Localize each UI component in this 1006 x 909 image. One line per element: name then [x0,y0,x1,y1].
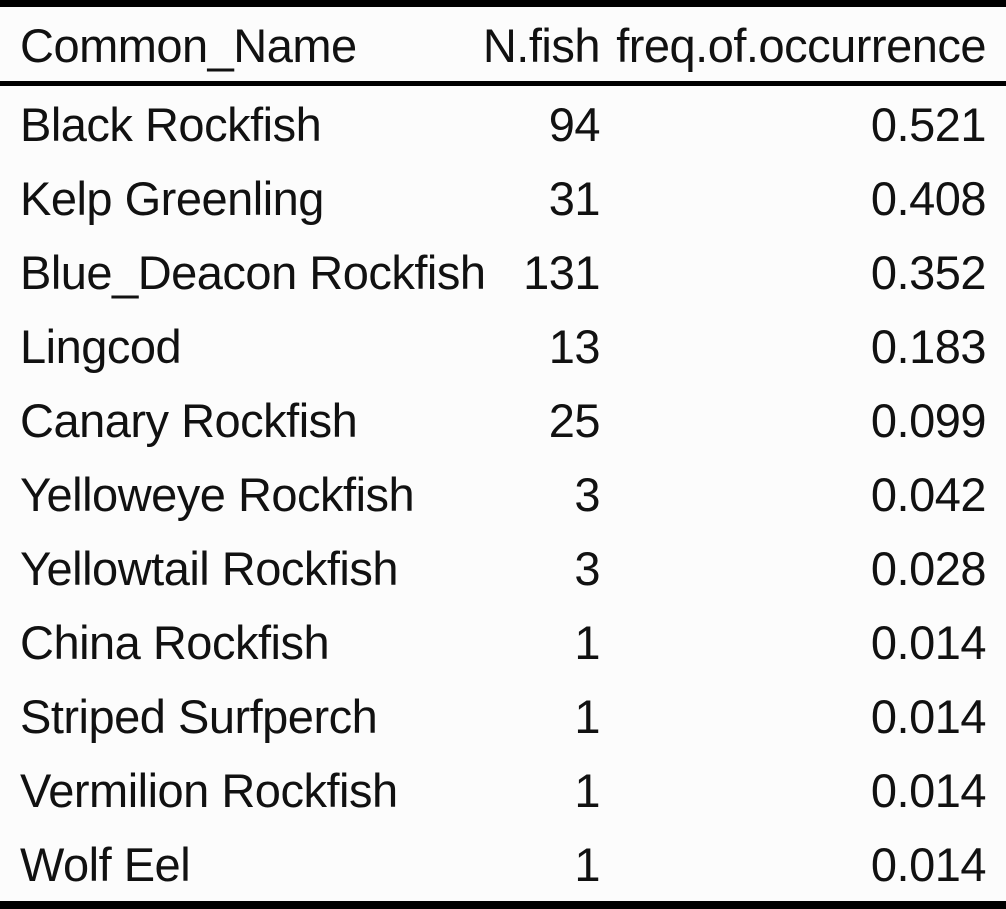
cell-freq-of-occurrence: 0.014 [870,616,987,669]
cell-common-name: Vermilion Rockfish [20,764,398,817]
header-freq-of-occurrence: freq.of.occurrence [616,19,986,72]
table-row: Kelp Greenling 31 0.408 [0,162,1006,236]
cell-n-fish: 131 [523,246,600,299]
cell-n-fish: 13 [548,320,601,373]
cell-common-name: Blue_Deacon Rockfish [20,246,486,299]
table-row: Vermilion Rockfish 1 0.014 [0,754,1006,828]
table-header-rule [0,81,1006,86]
table-row: Blue_Deacon Rockfish 131 0.352 [0,236,1006,310]
cell-n-fish: 94 [548,98,601,151]
table-row: Yellowtail Rockfish 3 0.028 [0,532,1006,606]
cell-common-name: Canary Rockfish [20,394,358,447]
cell-n-fish: 3 [574,542,600,595]
cell-freq-of-occurrence: 0.014 [870,838,987,891]
header-common-name: Common_Name [20,19,357,72]
table-row: Yelloweye Rockfish 3 0.042 [0,458,1006,532]
cell-freq-of-occurrence: 0.028 [870,542,987,595]
table-row: Wolf Eel 1 0.014 [0,828,1006,902]
cell-n-fish: 1 [574,838,600,891]
cell-n-fish: 25 [548,394,601,447]
cell-common-name: Wolf Eel [20,838,191,891]
cell-freq-of-occurrence: 0.099 [870,394,987,447]
cell-freq-of-occurrence: 0.183 [870,320,987,373]
header-n-fish: N.fish [482,19,601,72]
table-row: Lingcod 13 0.183 [0,310,1006,384]
cell-freq-of-occurrence: 0.352 [870,246,987,299]
cell-freq-of-occurrence: 0.014 [870,690,987,743]
cell-freq-of-occurrence: 0.408 [870,172,987,225]
cell-freq-of-occurrence: 0.042 [870,468,987,521]
table-header-row: Common_Name N.fish freq.of.occurrence [0,9,1006,83]
cell-freq-of-occurrence: 0.521 [870,98,987,151]
cell-n-fish: 1 [574,616,600,669]
table-top-rule [0,0,1006,7]
cell-common-name: Kelp Greenling [20,172,324,225]
table-row: China Rockfish 1 0.014 [0,606,1006,680]
cell-common-name: Yelloweye Rockfish [20,468,415,521]
cell-common-name: China Rockfish [20,616,330,669]
cell-n-fish: 1 [574,764,600,817]
cell-n-fish: 3 [574,468,600,521]
table-row: Canary Rockfish 25 0.099 [0,384,1006,458]
cell-common-name: Striped Surfperch [20,690,378,743]
cell-n-fish: 1 [574,690,600,743]
cell-n-fish: 31 [548,172,601,225]
table-row: Striped Surfperch 1 0.014 [0,680,1006,754]
cell-common-name: Yellowtail Rockfish [20,542,399,595]
table-row: Black Rockfish 94 0.521 [0,88,1006,162]
cell-common-name: Black Rockfish [20,98,322,151]
table-bottom-rule [0,901,1006,909]
cell-common-name: Lingcod [20,320,182,373]
cell-freq-of-occurrence: 0.014 [870,764,987,817]
